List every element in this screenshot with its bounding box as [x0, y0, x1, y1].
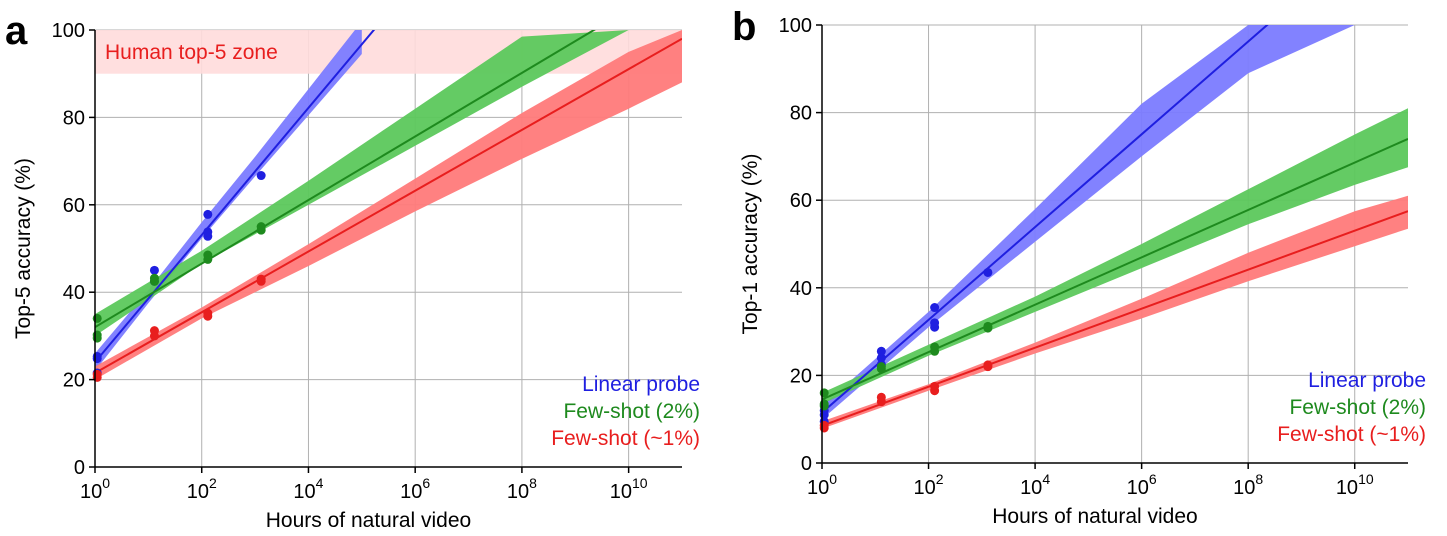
- y-tick-label: 100: [779, 15, 812, 37]
- few1-confidence-band: [822, 195, 1408, 429]
- y-tick-label: 40: [63, 282, 85, 304]
- panel-letter: b: [732, 5, 756, 49]
- few2-data-point: [819, 388, 829, 398]
- linear-data-point: [149, 265, 159, 275]
- few1-fit-line: [95, 37, 682, 374]
- few2-data-point: [930, 342, 940, 352]
- few1-fit-line: [822, 210, 1408, 427]
- x-tick-label: 1010: [610, 475, 648, 503]
- x-tick-label: 106: [400, 475, 430, 503]
- few2-data-point: [983, 321, 993, 331]
- linear-data-point: [92, 351, 102, 361]
- y-tick-label: 80: [790, 103, 812, 125]
- few2-data-point: [92, 330, 102, 340]
- linear-data-point: [930, 318, 940, 328]
- legend-linear: Linear probe: [1308, 369, 1426, 392]
- legend-few2: Few-shot (2%): [563, 400, 700, 423]
- y-tick-label: 80: [63, 107, 85, 129]
- human-zone-label: Human top-5 zone: [105, 41, 278, 64]
- x-tick-label: 100: [80, 475, 110, 503]
- linear-fit-line: [822, 25, 1269, 414]
- x-tick-label: 104: [293, 475, 323, 503]
- linear-data-point: [203, 209, 213, 219]
- linear-data-point: [983, 267, 993, 277]
- y-axis-label: Top-1 accuracy (%): [739, 154, 762, 335]
- few1-data-point: [149, 326, 159, 336]
- x-tick-label: 102: [187, 475, 217, 503]
- x-tick-label: 102: [914, 471, 944, 499]
- plot-area: [822, 25, 1408, 429]
- x-tick-label: 104: [1020, 471, 1050, 499]
- few2-data-point: [92, 313, 102, 323]
- few1-data-point: [819, 420, 829, 430]
- x-tick-label: 1010: [1336, 471, 1374, 499]
- x-axis-label: Hours of natural video: [266, 509, 471, 532]
- plot-area: [95, 30, 682, 380]
- legend-linear: Linear probe: [582, 373, 700, 396]
- legend-few2: Few-shot (2%): [1289, 396, 1426, 419]
- x-tick-label: 108: [507, 475, 537, 503]
- few2-data-point: [876, 362, 886, 372]
- few1-data-point: [930, 381, 940, 391]
- few2-data-point: [203, 250, 213, 260]
- few1-data-point: [203, 308, 213, 318]
- linear-fit-line: [95, 30, 376, 363]
- legend-few1: Few-shot (~1%): [1277, 423, 1426, 446]
- y-tick-label: 60: [790, 190, 812, 212]
- linear-data-point: [876, 353, 886, 363]
- y-tick-label: 100: [52, 20, 85, 42]
- linear-data-point: [203, 227, 213, 237]
- few1-data-point: [983, 360, 993, 370]
- few2-data-point: [819, 399, 829, 409]
- x-tick-label: 100: [807, 471, 837, 499]
- few2-fit-line: [822, 137, 1408, 401]
- few2-confidence-band: [822, 108, 1408, 404]
- panel-a-chart: 0 20 40 60 80 100 100 102 104 106 108 1010 Hours of …: [5, 9, 700, 532]
- linear-data-point: [930, 303, 940, 313]
- y-tick-label: 20: [790, 365, 812, 387]
- y-tick-label: 60: [63, 195, 85, 217]
- y-tick-label: 0: [801, 453, 812, 475]
- x-tick-label: 106: [1127, 471, 1157, 499]
- panel-b-chart: 0 20 40 60 80 100 100 102 104 106 108 1010 Hours of …: [732, 5, 1426, 528]
- few2-data-point: [256, 222, 266, 232]
- few1-data-point: [256, 274, 266, 284]
- linear-data-point: [256, 171, 266, 181]
- y-tick-label: 0: [74, 457, 85, 479]
- few1-data-point: [92, 369, 102, 379]
- x-axis-label: Hours of natural video: [992, 505, 1197, 528]
- few1-data-point: [876, 392, 886, 402]
- x-tick-label: 108: [1233, 471, 1263, 499]
- legend-few1: Few-shot (~1%): [551, 427, 700, 450]
- y-tick-label: 20: [63, 370, 85, 392]
- panel-letter: a: [5, 9, 28, 53]
- y-axis-label: Top-5 accuracy (%): [12, 158, 35, 339]
- few2-fit-line: [95, 30, 596, 329]
- y-tick-label: 40: [790, 278, 812, 300]
- few2-data-point: [149, 273, 159, 283]
- linear-data-point: [876, 346, 886, 356]
